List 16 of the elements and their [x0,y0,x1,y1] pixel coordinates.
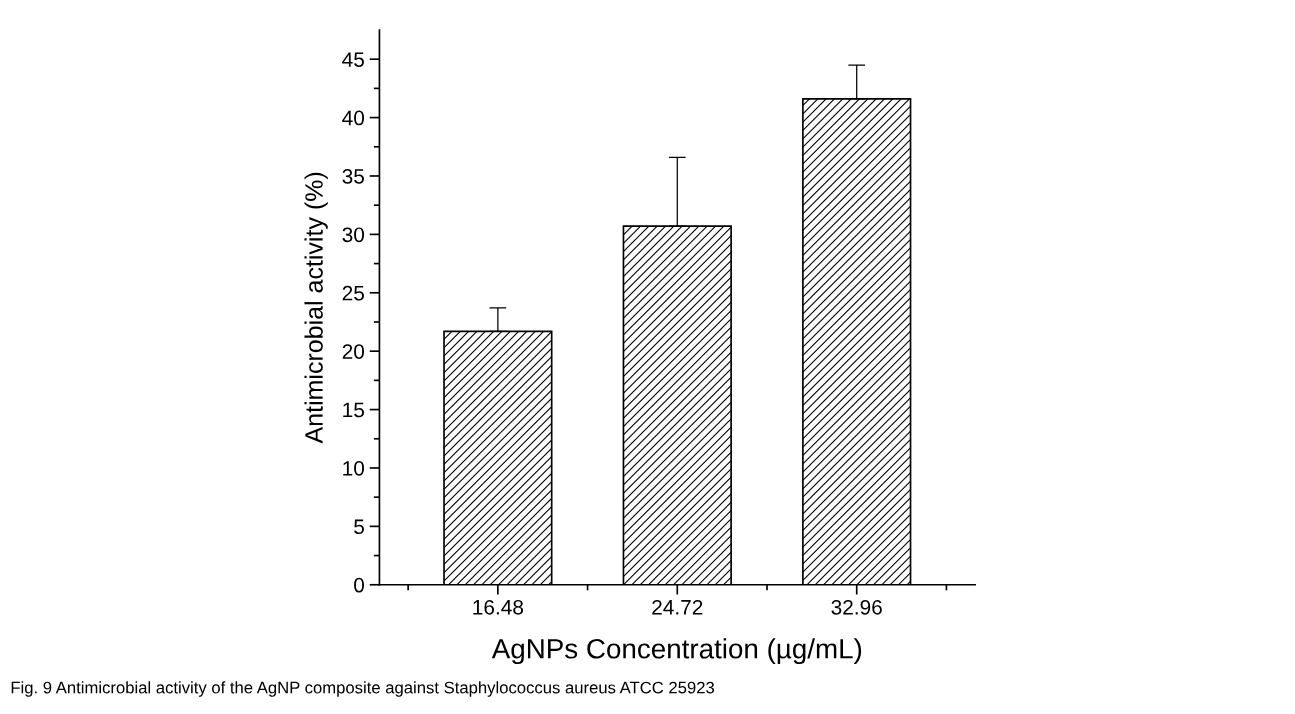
y-tick-label: 5 [354,519,364,535]
y-tick-label: 20 [342,344,365,359]
y-tick-label: 10 [343,460,365,476]
y-tick-label: 0 [354,577,365,593]
y-tick-label: 15 [343,402,364,418]
x-tick-label: 16.48 [473,599,524,615]
caption: Fig. 9 Antimicrobial activity of the AgNP composite against Staphylococcus aureus ATCC 25923 [11,681,715,697]
x-tick-label: 24.72 [652,599,703,615]
y-tick-label: 45 [342,52,364,67]
x-axis-title: AgNPs Concentration (µg/mL) [491,638,862,665]
y-tick-label: 25 [342,285,364,301]
x-tick-label: 32.96 [831,599,882,615]
y-tick-label: 40 [342,110,365,126]
y-tick-label: 30 [342,227,365,243]
y-axis-title: Antimicrobial activity (%) [304,172,328,444]
y-tick-label: 35 [342,168,364,184]
